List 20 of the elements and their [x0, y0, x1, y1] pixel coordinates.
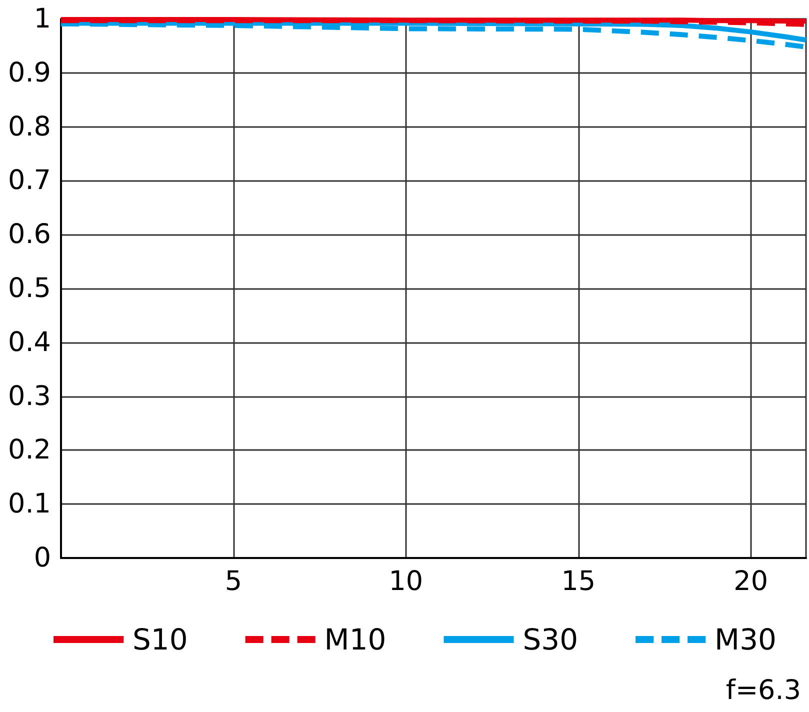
y-tick-label: 0.5: [8, 273, 51, 304]
y-tick-label: 0.9: [8, 57, 51, 88]
y-tick-label: 0: [34, 542, 51, 574]
y-tick-label: 0.2: [8, 434, 51, 466]
y-tick-label: 0.8: [8, 111, 51, 142]
y-tick-label: 0.4: [8, 326, 51, 358]
y-tick-label: 0.7: [8, 165, 51, 196]
x-tick-label: 15: [561, 566, 596, 597]
legend-label: S10: [132, 622, 188, 656]
text: f=6.3: [726, 675, 802, 706]
legend-label: S30: [522, 622, 578, 656]
y-tick-label: 0.1: [8, 488, 51, 520]
y-tick-label: 0.3: [8, 380, 51, 412]
legend-label: M30: [714, 622, 776, 656]
x-tick-label: 20: [734, 566, 768, 597]
legend-label: M10: [324, 622, 386, 656]
x-tick-label: 5: [224, 566, 242, 597]
y-tick-label: 0.6: [8, 219, 51, 250]
x-tick-label: 10: [388, 566, 424, 597]
y-tick-label: 1: [34, 4, 51, 34]
